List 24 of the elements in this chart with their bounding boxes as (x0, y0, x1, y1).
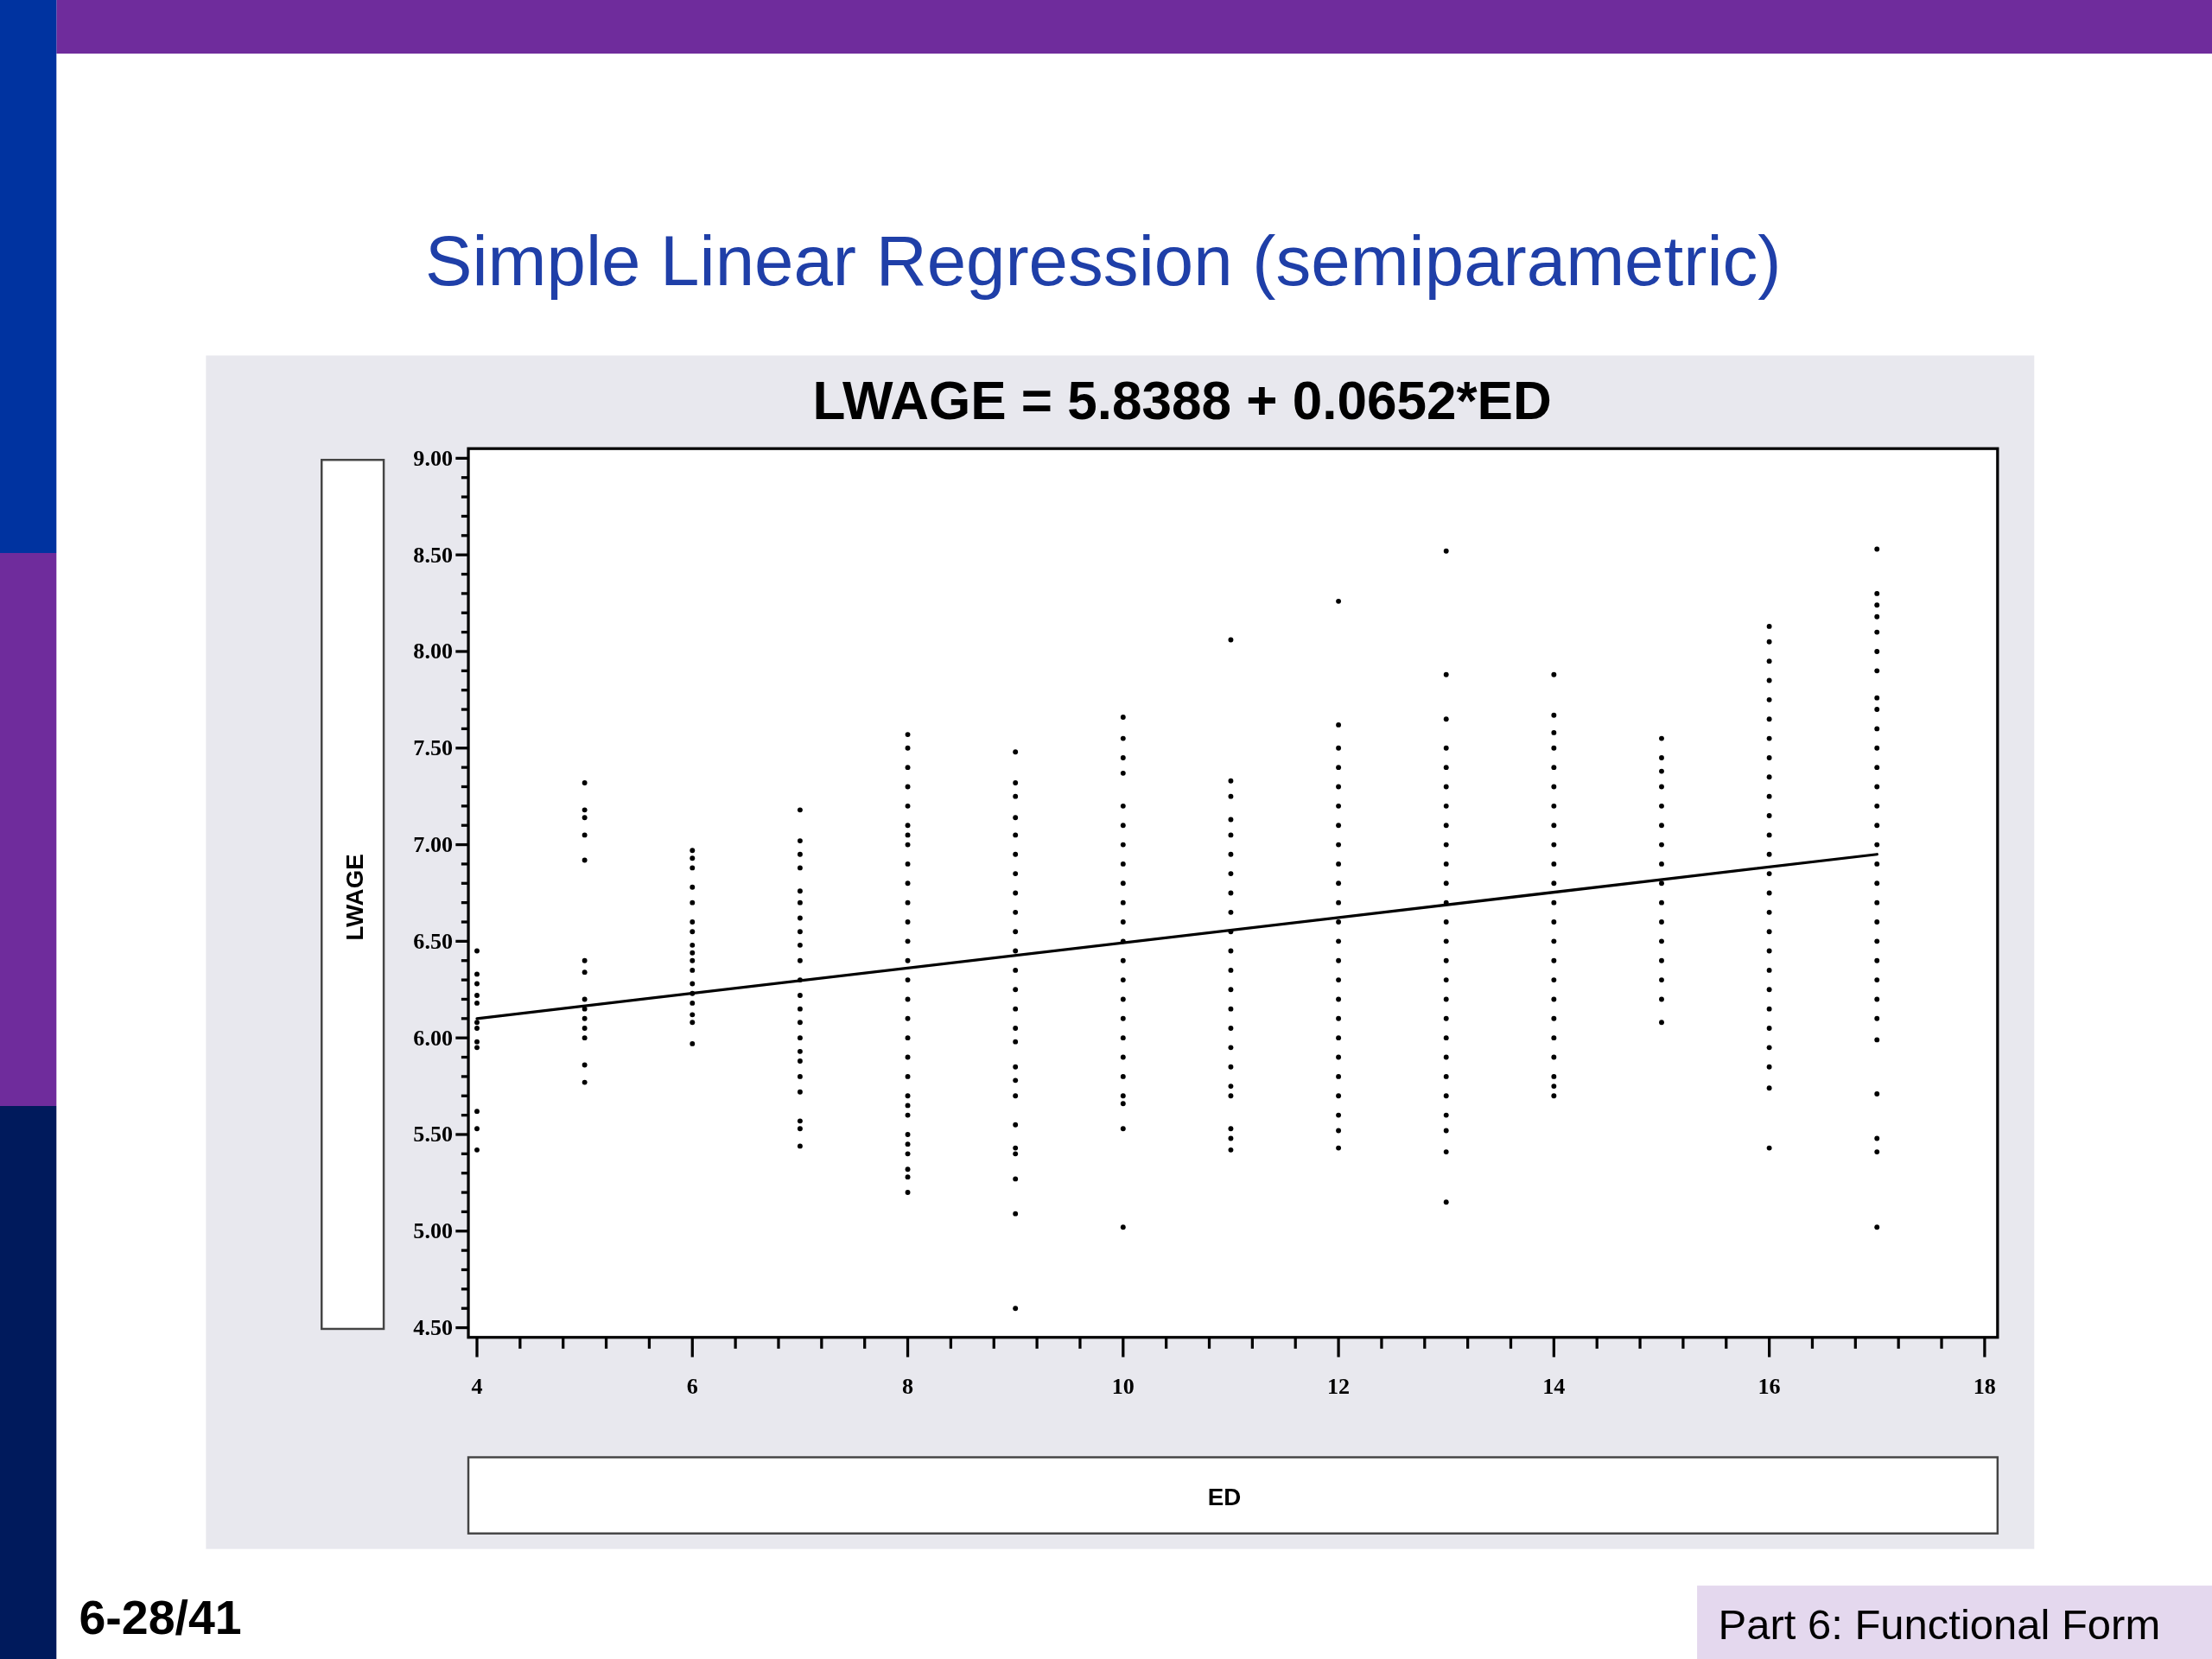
y-tick-label: 8.00 (413, 639, 454, 664)
x-tick-label: 14 (1542, 1374, 1566, 1400)
x-tick-label: 10 (1111, 1374, 1135, 1400)
x-tick-label: 18 (1973, 1374, 1996, 1400)
x-tick-label: 6 (686, 1374, 698, 1400)
x-tick-label: 16 (1758, 1374, 1781, 1400)
x-tick-label: 8 (902, 1374, 914, 1400)
x-tick-label: 12 (1327, 1374, 1351, 1400)
text: Part 6: Functional Form (1718, 1601, 2161, 1649)
y-tick-label: 8.50 (413, 542, 454, 568)
text: 6-28/41 (79, 1590, 242, 1644)
y-tick-label: 7.50 (413, 735, 454, 761)
y-tick-label: 6.50 (413, 928, 454, 954)
y-tick-label: 4.50 (413, 1314, 454, 1340)
chart-subtitle: LWAGE = 5.8388 + 0.0652*ED (812, 370, 1552, 430)
y-tick-label: 7.00 (413, 831, 454, 857)
y-tick-label: 5.00 (413, 1218, 454, 1244)
y-tick-label: 6.00 (413, 1025, 454, 1051)
y-tick-label: 9.00 (413, 445, 454, 471)
y-axis-title: LWAGE (340, 854, 368, 941)
x-axis-title: ED (1207, 1484, 1242, 1511)
chart-title: Simple Linear Regression (semiparametric) (424, 220, 1782, 300)
y-tick-label: 5.50 (413, 1122, 454, 1147)
x-tick-label: 4 (471, 1374, 483, 1400)
